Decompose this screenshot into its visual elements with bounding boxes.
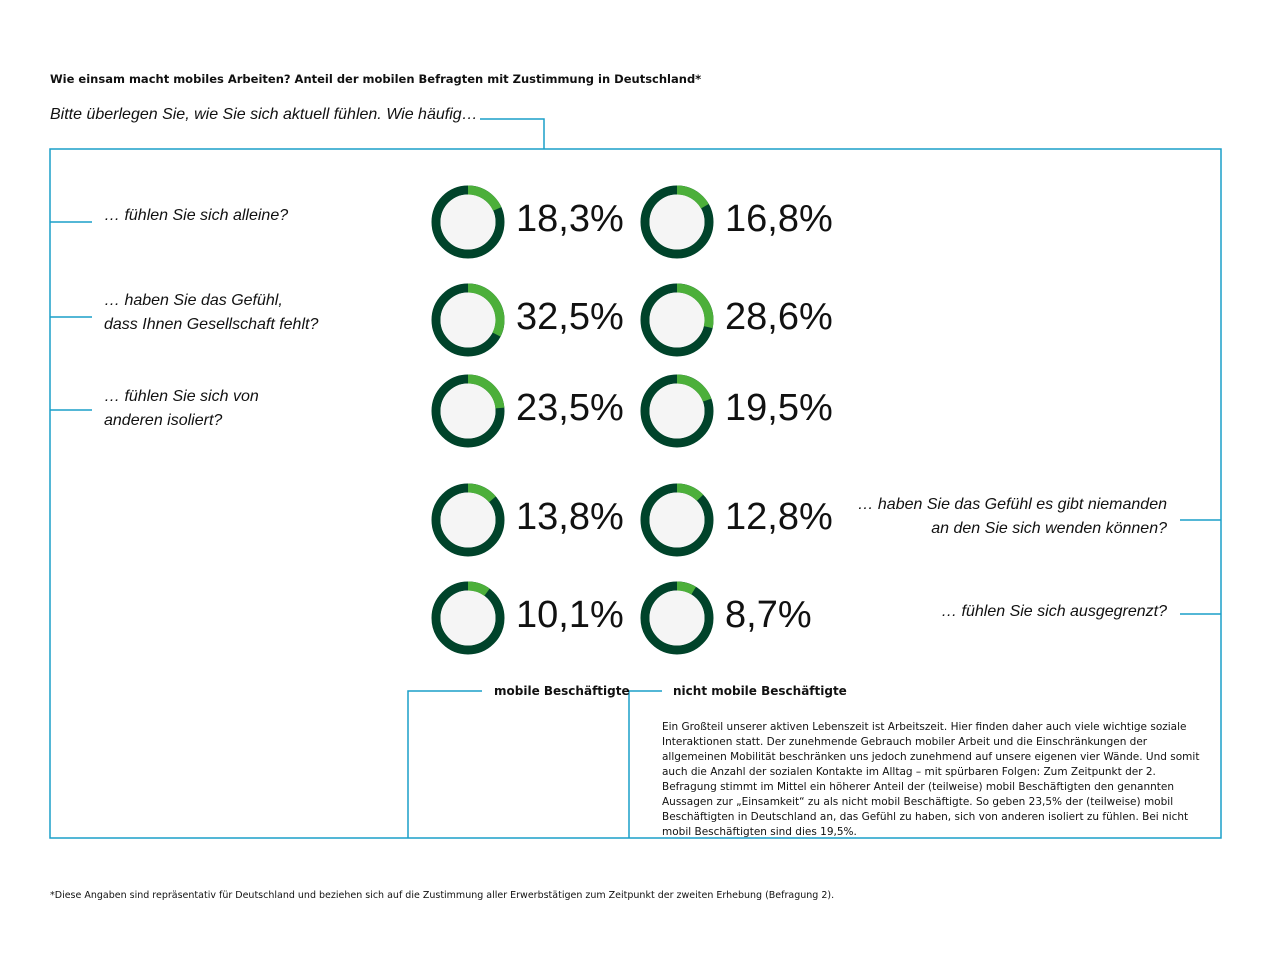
percentage-label: 12,8% — [725, 496, 833, 538]
donut-center — [440, 492, 496, 548]
donut-center — [649, 590, 705, 646]
chart-subtitle: Bitte überlegen Sie, wie Sie sich aktuel… — [50, 106, 478, 123]
donut-agree-slice — [467, 185, 502, 212]
legend-non-mobile: nicht mobile Beschäftigte — [673, 684, 847, 698]
question-line: anderen isoliert? — [104, 412, 223, 429]
chart-title: Wie einsam macht mobiles Arbeiten? Antei… — [50, 72, 702, 86]
percentage-label: 19,5% — [725, 387, 833, 429]
question-2: … haben Sie das Gefühl, dass Ihnen Gesell… — [104, 289, 318, 337]
description-paragraph: Ein Großteil unserer aktiven Lebenszeit … — [662, 721, 1200, 838]
question-line: an den Sie sich wenden können? — [931, 520, 1167, 537]
donut-agree-slice — [467, 283, 505, 337]
legend-mobile-connector — [407, 690, 482, 838]
percentage-label: 23,5% — [516, 387, 624, 429]
footnote: *Diese Angaben sind repräsentativ für De… — [50, 890, 835, 901]
question-4: … haben Sie das Gefühl es gibt niemanden… — [857, 493, 1167, 541]
question-5: … fühlen Sie sich ausgegrenzt? — [941, 600, 1167, 624]
question-line: … fühlen Sie sich ausgegrenzt? — [941, 603, 1167, 620]
donut-center — [649, 492, 705, 548]
percentage-label: 32,5% — [516, 296, 624, 338]
question-line: … haben Sie das Gefühl es gibt niemanden — [857, 496, 1167, 513]
legend-nonmobile-connector — [628, 690, 662, 838]
donut-agree-slice — [676, 483, 704, 502]
question-line: dass Ihnen Gesellschaft fehlt? — [104, 316, 319, 333]
donut-agree-slice — [676, 374, 712, 402]
donut-agree-slice — [676, 185, 709, 209]
percentage-label: 13,8% — [516, 496, 624, 538]
percentage-label: 18,3% — [516, 198, 624, 240]
frame — [49, 148, 1222, 839]
question-line: … fühlen Sie sich von — [104, 388, 259, 405]
percentage-label: 8,7% — [725, 594, 812, 636]
percentage-label: 10,1% — [516, 594, 624, 636]
donut-agree-slice — [467, 374, 505, 409]
donut-center — [440, 292, 496, 348]
donut-center — [649, 383, 705, 439]
donut-agree-slice — [467, 483, 496, 503]
subtitle-connector — [480, 118, 545, 149]
question-line: … haben Sie das Gefühl, — [104, 292, 283, 309]
donut-center — [440, 383, 496, 439]
percentage-label: 28,6% — [725, 296, 833, 338]
question-1: … fühlen Sie sich alleine? — [104, 204, 288, 228]
percentage-label: 16,8% — [725, 198, 833, 240]
donut-agree-slice — [467, 581, 490, 597]
legend-mobile: mobile Beschäftigte — [494, 684, 630, 698]
donut-agree-slice — [676, 283, 714, 329]
donut-center — [649, 194, 705, 250]
donut-center — [440, 194, 496, 250]
donut-center — [440, 590, 496, 646]
question-line: … fühlen Sie sich alleine? — [104, 207, 289, 224]
question-3: … fühlen Sie sich von anderen isoliert? — [104, 385, 259, 433]
donut-agree-slice — [676, 581, 696, 595]
donut-center — [649, 292, 705, 348]
